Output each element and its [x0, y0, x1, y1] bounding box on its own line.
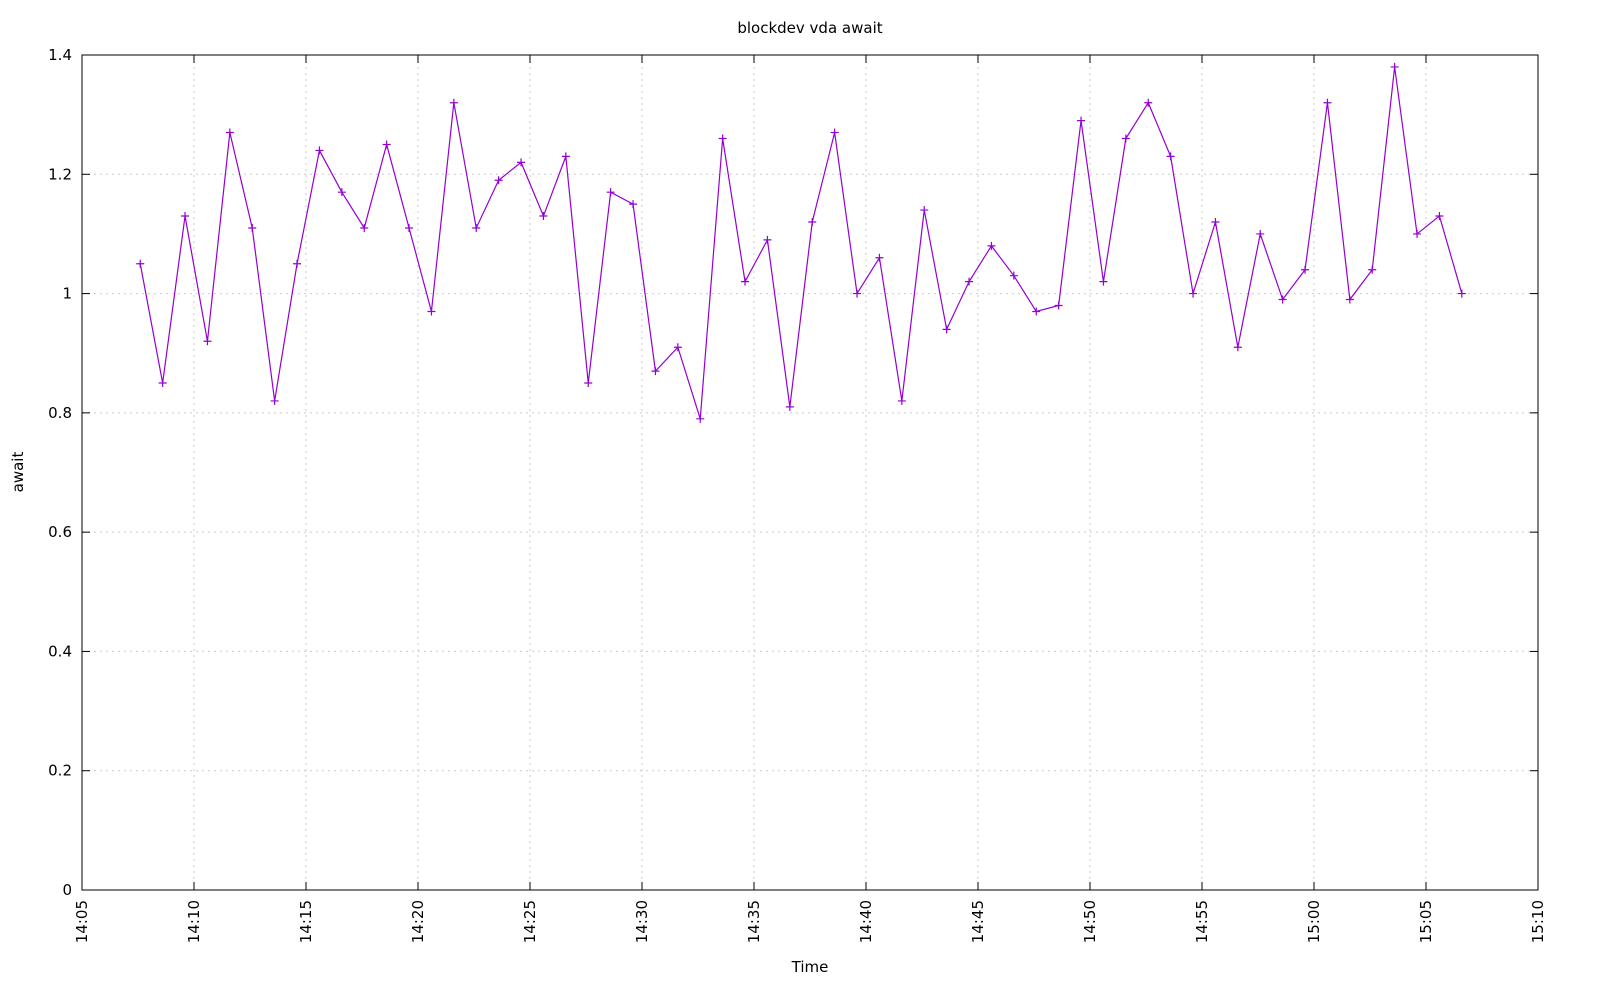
data-point	[785, 402, 794, 411]
data-point	[987, 241, 996, 250]
y-tick-label: 0.6	[48, 523, 72, 541]
x-axis-title: Time	[791, 958, 829, 976]
data-point	[539, 212, 548, 221]
data-point	[1345, 295, 1354, 304]
data-point	[651, 367, 660, 376]
x-tick-label: 14:10	[185, 900, 203, 943]
y-tick-label: 0.8	[48, 404, 72, 422]
data-point	[718, 134, 727, 143]
x-tick-label: 14:05	[73, 900, 91, 943]
data-point	[405, 223, 414, 232]
data-point	[1054, 301, 1063, 310]
data-point	[517, 158, 526, 167]
x-tick-label: 14:35	[745, 900, 763, 943]
data-point	[494, 176, 503, 185]
data-point	[1390, 62, 1399, 71]
data-point	[741, 277, 750, 286]
data-point	[1077, 116, 1086, 125]
data-point	[897, 396, 906, 405]
data-point	[920, 206, 929, 215]
data-point	[472, 223, 481, 232]
y-tick-label: 0.4	[48, 642, 72, 660]
data-point	[1323, 98, 1332, 107]
y-axis-title: await	[9, 452, 27, 493]
data-point	[606, 188, 615, 197]
data-point	[136, 259, 145, 268]
data-point	[1435, 212, 1444, 221]
data-point	[1121, 134, 1130, 143]
data-point	[293, 259, 302, 268]
chart-title: blockdev vda await	[737, 19, 882, 37]
data-point	[1413, 229, 1422, 238]
data-point	[1301, 265, 1310, 274]
data-point	[1256, 229, 1265, 238]
data-point	[248, 223, 257, 232]
x-tick-label: 14:50	[1081, 900, 1099, 943]
x-tick-label: 15:10	[1529, 900, 1547, 943]
data-point	[382, 140, 391, 149]
data-point	[853, 289, 862, 298]
data-point	[1368, 265, 1377, 274]
y-tick-label: 1.2	[48, 165, 72, 183]
data-point	[808, 218, 817, 226]
data-point	[203, 337, 212, 346]
y-tick-label: 0	[62, 881, 72, 899]
plot-border	[81, 54, 1539, 891]
data-point	[225, 128, 234, 137]
x-tick-label: 14:55	[1193, 900, 1211, 943]
data-point	[1233, 343, 1242, 352]
data-point	[942, 325, 951, 334]
data-point	[360, 223, 369, 232]
data-point	[1457, 289, 1466, 298]
x-tick-label: 14:40	[857, 900, 875, 943]
x-tick-label: 14:45	[969, 900, 987, 943]
data-point	[337, 188, 346, 197]
data-point	[696, 414, 705, 423]
data-point	[1099, 277, 1108, 286]
data-point	[449, 98, 458, 107]
x-tick-label: 14:30	[633, 900, 651, 943]
data-point	[1032, 307, 1041, 316]
x-tick-label: 15:00	[1305, 900, 1323, 943]
x-tick-label: 14:25	[521, 900, 539, 943]
data-point	[965, 277, 974, 286]
data-point	[315, 146, 324, 155]
y-tick-label: 0.2	[48, 762, 72, 780]
data-point	[584, 379, 593, 388]
data-point	[830, 128, 839, 137]
data-point	[1166, 152, 1175, 161]
y-tick-label: 1	[62, 285, 72, 303]
data-point	[673, 343, 682, 352]
data-point	[181, 212, 190, 221]
data-point	[1278, 295, 1287, 304]
data-point	[875, 253, 884, 262]
data-point	[561, 152, 570, 161]
data-point	[158, 379, 167, 388]
data-point	[1144, 98, 1153, 107]
x-tick-label: 15:05	[1417, 900, 1435, 943]
data-point	[1189, 289, 1198, 298]
data-point	[1009, 271, 1018, 280]
data-line	[139, 66, 1463, 420]
x-tick-label: 14:20	[409, 900, 427, 943]
data-point	[427, 307, 436, 316]
data-point	[1211, 218, 1220, 226]
data-point	[270, 396, 279, 405]
x-tick-label: 14:15	[297, 900, 315, 943]
y-tick-label: 1.4	[48, 46, 72, 64]
data-point	[629, 200, 638, 209]
data-point	[763, 235, 772, 244]
